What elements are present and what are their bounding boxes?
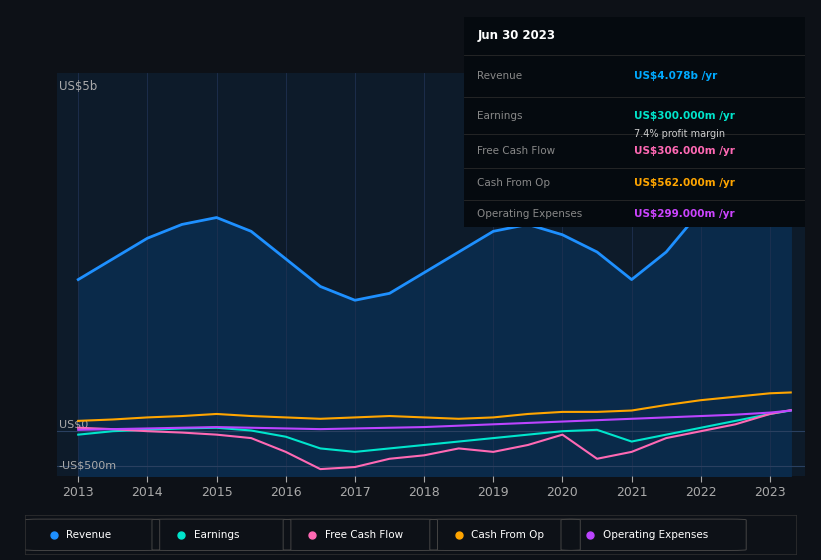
Text: US$4.078b /yr: US$4.078b /yr — [635, 71, 718, 81]
Text: US$5b: US$5b — [59, 80, 97, 93]
Text: Operating Expenses: Operating Expenses — [478, 209, 583, 219]
Text: Revenue: Revenue — [478, 71, 523, 81]
Text: 7.4% profit margin: 7.4% profit margin — [635, 129, 725, 139]
Text: Cash From Op: Cash From Op — [478, 178, 551, 188]
Text: US$306.000m /yr: US$306.000m /yr — [635, 146, 735, 156]
Text: Operating Expenses: Operating Expenses — [603, 530, 708, 540]
Text: Jun 30 2023: Jun 30 2023 — [478, 29, 556, 42]
Text: -US$500m: -US$500m — [59, 461, 117, 470]
Text: Earnings: Earnings — [478, 110, 523, 120]
Text: US$562.000m /yr: US$562.000m /yr — [635, 178, 735, 188]
Text: Revenue: Revenue — [67, 530, 112, 540]
Text: Earnings: Earnings — [194, 530, 239, 540]
Text: Cash From Op: Cash From Op — [471, 530, 544, 540]
Text: US$0: US$0 — [59, 419, 88, 429]
Text: Free Cash Flow: Free Cash Flow — [325, 530, 403, 540]
Text: Free Cash Flow: Free Cash Flow — [478, 146, 556, 156]
Text: US$299.000m /yr: US$299.000m /yr — [635, 209, 735, 219]
Text: US$300.000m /yr: US$300.000m /yr — [635, 110, 735, 120]
